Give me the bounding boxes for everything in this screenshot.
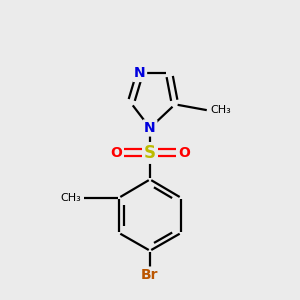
Text: Br: Br: [141, 268, 159, 282]
Text: S: S: [144, 144, 156, 162]
Text: N: N: [134, 66, 146, 80]
Text: O: O: [110, 146, 122, 160]
Text: O: O: [178, 146, 190, 160]
Text: CH₃: CH₃: [210, 105, 231, 115]
Text: N: N: [144, 121, 156, 135]
Text: CH₃: CH₃: [60, 193, 81, 203]
